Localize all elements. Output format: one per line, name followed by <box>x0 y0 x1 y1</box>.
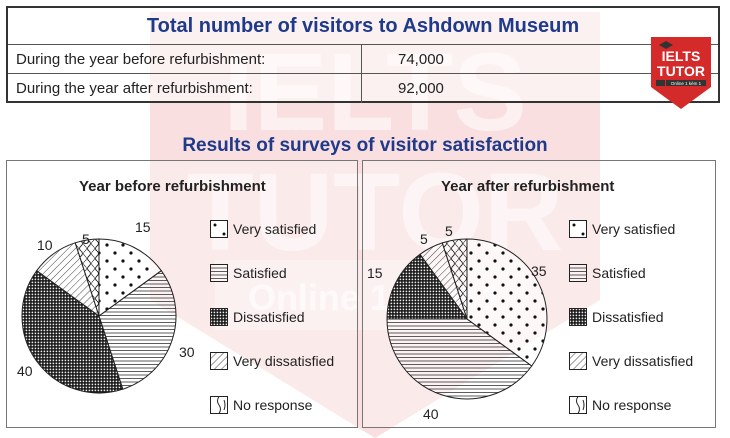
label-dissatisfied: 15 <box>367 265 383 281</box>
logo-line3: Online 1 kèm 1 <box>671 81 702 86</box>
satisfied-swatch-icon <box>569 264 587 282</box>
legend: Very satisfied Satisfied Dissatisfied Ve… <box>569 207 693 427</box>
very-satisfied-swatch-icon <box>569 220 587 238</box>
ielts-tutor-logo: IELTS TUTOR Online 1 kèm 1 <box>651 37 711 109</box>
row-label: During the year before refurbishment: <box>8 45 362 73</box>
legend-item-satisfied: Satisfied <box>569 251 693 295</box>
legend-label: Dissatisfied <box>233 309 305 325</box>
very-dissatisfied-swatch-icon <box>569 352 587 370</box>
logo-line2: TUTOR <box>657 63 705 79</box>
legend-label: Very dissatisfied <box>592 353 694 369</box>
no-response-swatch-icon <box>210 396 228 414</box>
legend-item-dissatisfied: Dissatisfied <box>569 295 693 339</box>
slice-satisfied <box>386 318 533 400</box>
label-dissatisfied: 40 <box>17 363 33 379</box>
logo-line1: IELTS <box>662 48 701 64</box>
panel-after-refurbishment: Year after refurbishment 35 40 15 5 5 Ve… <box>362 160 716 428</box>
legend-label: Very satisfied <box>233 221 317 237</box>
row-label: During the year after refurbishment: <box>8 74 362 103</box>
table-row: During the year before refurbishment: 74… <box>8 45 718 74</box>
slice-very-satisfied <box>466 238 548 367</box>
legend-label: Very satisfied <box>592 221 676 237</box>
legend-label: No response <box>592 397 672 413</box>
legend-label: Very dissatisfied <box>233 353 335 369</box>
label-satisfied: 30 <box>179 344 195 360</box>
pie-chart-before <box>21 238 177 394</box>
legend-label: Dissatisfied <box>592 309 664 325</box>
satisfied-swatch-icon <box>210 264 228 282</box>
visitors-table: Total number of visitors to Ashdown Muse… <box>6 6 720 103</box>
no-response-swatch-icon <box>569 396 587 414</box>
panel-before-refurbishment: Year before refurbishment 15 30 40 10 5 … <box>6 160 358 428</box>
legend-item-very-satisfied: Very satisfied <box>210 207 334 251</box>
visitors-table-title: Total number of visitors to Ashdown Muse… <box>8 8 718 45</box>
legend-item-very-dissatisfied: Very dissatisfied <box>569 339 693 383</box>
label-very-dissatisfied: 10 <box>37 237 53 253</box>
slice-dissatisfied <box>386 253 468 320</box>
panel-title: Year before refurbishment <box>79 178 266 195</box>
slice-no-response <box>74 238 100 317</box>
dissatisfied-swatch-icon <box>210 308 228 326</box>
legend-item-very-dissatisfied: Very dissatisfied <box>210 339 334 383</box>
legend: Very satisfied Satisfied Dissatisfied Ve… <box>210 207 334 427</box>
label-very-satisfied: 15 <box>135 219 151 235</box>
legend-item-no-response: No response <box>210 383 334 427</box>
label-very-dissatisfied: 5 <box>420 231 428 247</box>
legend-item-satisfied: Satisfied <box>210 251 334 295</box>
table-row: During the year after refurbishment: 92,… <box>8 74 718 103</box>
label-no-response: 5 <box>82 231 90 247</box>
slice-satisfied <box>98 270 177 390</box>
dissatisfied-swatch-icon <box>569 308 587 326</box>
label-very-satisfied: 35 <box>531 263 547 279</box>
slice-very-satisfied <box>98 238 162 317</box>
legend-label: Satisfied <box>592 265 646 281</box>
legend-label: Satisfied <box>233 265 287 281</box>
laptop-icon <box>656 80 665 86</box>
legend-label: No response <box>233 397 313 413</box>
slice-dissatisfied <box>21 270 124 394</box>
slice-no-response <box>441 238 468 320</box>
row-value: 74,000 <box>398 50 444 68</box>
panel-title: Year after refurbishment <box>441 178 615 195</box>
very-satisfied-swatch-icon <box>210 220 228 238</box>
legend-item-no-response: No response <box>569 383 693 427</box>
very-dissatisfied-swatch-icon <box>210 352 228 370</box>
legend-item-dissatisfied: Dissatisfied <box>210 295 334 339</box>
pie-chart-after <box>386 238 548 400</box>
row-value: 92,000 <box>398 80 444 97</box>
survey-title: Results of surveys of visitor satisfacti… <box>182 135 548 156</box>
legend-item-very-satisfied: Very satisfied <box>569 207 693 251</box>
label-satisfied: 40 <box>423 406 439 422</box>
label-no-response: 5 <box>445 223 453 239</box>
